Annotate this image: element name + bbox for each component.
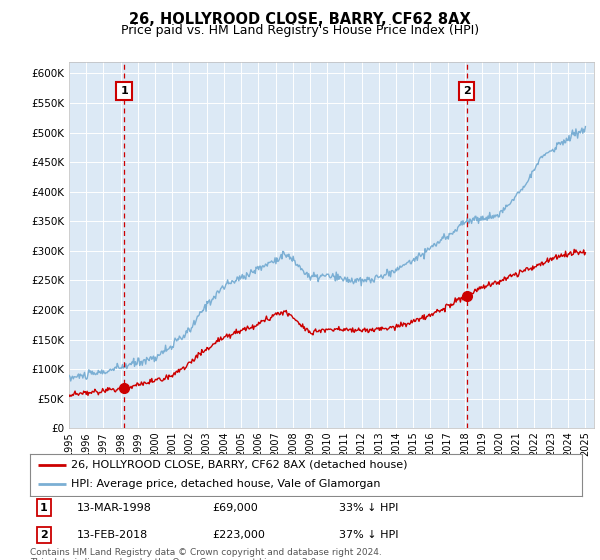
Text: 1: 1 bbox=[120, 86, 128, 96]
Text: 37% ↓ HPI: 37% ↓ HPI bbox=[339, 530, 398, 540]
Text: 26, HOLLYROOD CLOSE, BARRY, CF62 8AX: 26, HOLLYROOD CLOSE, BARRY, CF62 8AX bbox=[129, 12, 471, 27]
Text: Price paid vs. HM Land Registry's House Price Index (HPI): Price paid vs. HM Land Registry's House … bbox=[121, 24, 479, 36]
Text: 26, HOLLYROOD CLOSE, BARRY, CF62 8AX (detached house): 26, HOLLYROOD CLOSE, BARRY, CF62 8AX (de… bbox=[71, 460, 408, 470]
Text: 2: 2 bbox=[463, 86, 470, 96]
Text: £223,000: £223,000 bbox=[212, 530, 265, 540]
Text: 1: 1 bbox=[40, 502, 47, 512]
Text: £69,000: £69,000 bbox=[212, 502, 258, 512]
Text: 33% ↓ HPI: 33% ↓ HPI bbox=[339, 502, 398, 512]
Text: Contains HM Land Registry data © Crown copyright and database right 2024.
This d: Contains HM Land Registry data © Crown c… bbox=[30, 548, 382, 560]
Text: 13-FEB-2018: 13-FEB-2018 bbox=[77, 530, 148, 540]
Text: 2: 2 bbox=[40, 530, 47, 540]
Text: 13-MAR-1998: 13-MAR-1998 bbox=[77, 502, 152, 512]
Text: HPI: Average price, detached house, Vale of Glamorgan: HPI: Average price, detached house, Vale… bbox=[71, 479, 381, 489]
